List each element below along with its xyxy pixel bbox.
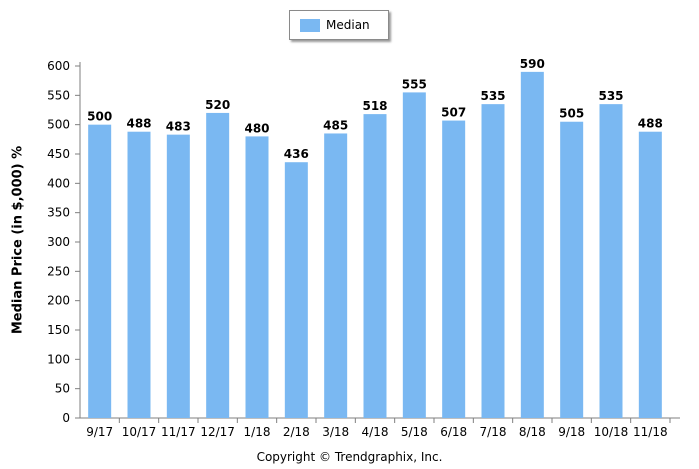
legend-swatch-median bbox=[300, 18, 320, 32]
bar bbox=[599, 104, 623, 418]
y-tick-label: 250 bbox=[47, 264, 70, 278]
bar bbox=[166, 134, 190, 418]
bar bbox=[560, 121, 584, 418]
data-label: 505 bbox=[559, 107, 584, 121]
data-label: 590 bbox=[520, 57, 545, 71]
bar bbox=[363, 114, 387, 419]
data-label: 483 bbox=[166, 120, 191, 134]
x-tick-label: 2/18 bbox=[283, 425, 310, 439]
bar bbox=[206, 112, 230, 418]
data-label: 480 bbox=[244, 121, 269, 135]
y-tick-label: 350 bbox=[47, 206, 70, 220]
x-tick-label: 4/18 bbox=[362, 425, 389, 439]
x-tick-label: 9/18 bbox=[558, 425, 585, 439]
data-label: 555 bbox=[402, 77, 427, 91]
x-tick-label: 1/18 bbox=[244, 425, 271, 439]
y-tick-label: 100 bbox=[47, 352, 70, 366]
x-tick-label: 3/18 bbox=[322, 425, 349, 439]
data-label: 436 bbox=[284, 147, 309, 161]
bar bbox=[245, 136, 269, 418]
x-tick-label: 11/18 bbox=[633, 425, 668, 439]
data-label: 488 bbox=[126, 117, 151, 131]
y-tick-label: 450 bbox=[47, 147, 70, 161]
x-tick-label: 10/17 bbox=[122, 425, 157, 439]
y-tick-label: 150 bbox=[47, 323, 70, 337]
x-tick-label: 9/17 bbox=[86, 425, 113, 439]
bar bbox=[442, 120, 466, 418]
bar bbox=[638, 131, 662, 418]
bar bbox=[88, 124, 112, 419]
data-label: 485 bbox=[323, 118, 348, 132]
data-label: 535 bbox=[598, 89, 623, 103]
bar bbox=[127, 131, 151, 418]
bar bbox=[520, 71, 544, 418]
bar bbox=[324, 133, 348, 418]
y-tick-label: 550 bbox=[47, 88, 70, 102]
y-axis-label: Median Price (in $,000) % bbox=[10, 145, 26, 335]
x-tick-label: 5/18 bbox=[401, 425, 428, 439]
legend: Median bbox=[289, 10, 389, 40]
data-label: 488 bbox=[638, 117, 663, 131]
copyright-text: Copyright © Trendgraphix, Inc. bbox=[256, 450, 443, 464]
data-label: 500 bbox=[87, 110, 112, 124]
x-tick-label: 7/18 bbox=[480, 425, 507, 439]
bar bbox=[481, 104, 505, 418]
x-tick-label: 11/17 bbox=[161, 425, 196, 439]
data-label: 507 bbox=[441, 106, 466, 120]
x-tick-label: 12/17 bbox=[200, 425, 235, 439]
legend-label-median: Median bbox=[326, 18, 370, 32]
x-tick-label: 8/18 bbox=[519, 425, 546, 439]
bar bbox=[284, 162, 308, 418]
x-tick-label: 10/18 bbox=[594, 425, 629, 439]
x-tick-label: 6/18 bbox=[440, 425, 467, 439]
y-tick-label: 400 bbox=[47, 176, 70, 190]
y-tick-label: 600 bbox=[47, 59, 70, 73]
y-tick-label: 0 bbox=[62, 411, 70, 425]
y-tick-label: 300 bbox=[47, 235, 70, 249]
y-tick-label: 200 bbox=[47, 294, 70, 308]
data-label: 520 bbox=[205, 98, 230, 112]
y-tick-label: 50 bbox=[55, 382, 70, 396]
data-label: 535 bbox=[480, 89, 505, 103]
y-tick-label: 500 bbox=[47, 118, 70, 132]
data-label: 518 bbox=[362, 99, 387, 113]
bar bbox=[402, 92, 426, 419]
